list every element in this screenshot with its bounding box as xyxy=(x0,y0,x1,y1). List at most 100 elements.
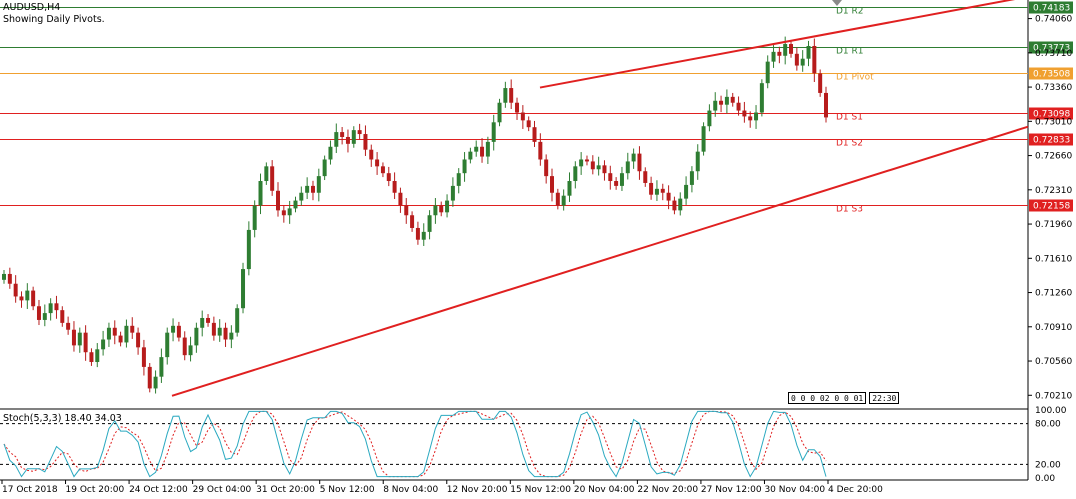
candle-body xyxy=(713,100,718,111)
candle-body xyxy=(415,227,420,240)
time-readout-clock: 22:30 xyxy=(869,392,900,404)
candle-body xyxy=(503,88,508,103)
candle-body xyxy=(19,296,24,301)
candle-body xyxy=(433,205,438,216)
candle-body xyxy=(176,325,181,338)
candle-body xyxy=(165,332,170,358)
candle-body xyxy=(509,88,514,103)
candle-body xyxy=(736,102,741,111)
candle-body xyxy=(71,329,76,346)
candle-body xyxy=(555,192,560,206)
candle-body xyxy=(328,146,333,160)
pivot-price-label: 0.73773 xyxy=(1033,44,1070,54)
stoch-signal-line xyxy=(3,410,827,478)
candle-body xyxy=(742,110,747,117)
candle-body xyxy=(235,308,240,333)
candle-body xyxy=(794,53,799,66)
candle-body xyxy=(42,313,47,320)
candle-body xyxy=(404,205,409,216)
price-tick-label: 0.70910 xyxy=(1035,323,1072,333)
pivot-price-tag xyxy=(1029,199,1073,212)
candle-body xyxy=(322,159,327,177)
scroll-marker-icon[interactable] xyxy=(832,0,842,6)
candle-body xyxy=(124,325,129,343)
pivot-price-tag xyxy=(1029,41,1073,54)
candle-body xyxy=(515,102,520,113)
stoch-tick-label: 80.00 xyxy=(1035,420,1061,430)
price-tick-label: 0.71960 xyxy=(1035,220,1072,230)
candle-body xyxy=(532,127,537,142)
candle-body xyxy=(369,149,374,160)
candle-body xyxy=(7,273,12,284)
time-tick-label: 15 Nov 12:00 xyxy=(510,485,571,495)
candle-body xyxy=(584,159,589,162)
stoch-tick-label: 100.00 xyxy=(1035,406,1067,416)
candle-body xyxy=(491,122,496,142)
candle-body xyxy=(252,205,257,230)
candle-body xyxy=(316,176,321,193)
candle-body xyxy=(520,112,525,121)
pivot-price-tag xyxy=(1029,67,1073,80)
candle-body xyxy=(439,205,444,213)
trendline[interactable] xyxy=(539,0,1028,89)
candle-body xyxy=(345,136,350,144)
pivot-price-tag xyxy=(1029,107,1073,120)
candle-body xyxy=(730,96,735,103)
pivot-label: D1 S3 xyxy=(836,205,863,215)
candle-body xyxy=(188,345,193,356)
candle-body xyxy=(241,269,246,309)
pivot-label: D1 S1 xyxy=(836,113,863,123)
candle-body xyxy=(748,116,753,121)
candle-body xyxy=(579,159,584,167)
candle-body xyxy=(270,166,275,191)
candle-body xyxy=(421,231,426,240)
candle-body xyxy=(771,51,776,62)
candle-body xyxy=(48,303,53,314)
candle-body xyxy=(456,173,461,186)
pivot-price-label: 0.72833 xyxy=(1033,136,1070,146)
candle-body xyxy=(573,166,578,182)
price-tick-label: 0.73710 xyxy=(1035,49,1072,59)
candle-body xyxy=(707,110,712,127)
candle-body xyxy=(217,327,222,336)
candle-body xyxy=(147,366,152,389)
stoch-tick-label: 20.00 xyxy=(1035,460,1061,470)
candle-body xyxy=(497,102,502,123)
candle-body xyxy=(171,325,176,333)
candle-body xyxy=(485,141,490,157)
candle-body xyxy=(480,146,485,157)
time-tick-label: 30 Nov 04:00 xyxy=(764,485,825,495)
candle-body xyxy=(625,161,630,174)
price-tick-label: 0.72310 xyxy=(1035,186,1072,196)
candle-body xyxy=(305,185,310,193)
candle-body xyxy=(200,317,205,328)
candle-body xyxy=(130,325,135,333)
candle-body xyxy=(649,182,654,195)
candle-body xyxy=(340,132,345,137)
pivot-label: D1 Pivot xyxy=(836,73,874,83)
candle-body xyxy=(783,44,788,56)
candle-body xyxy=(567,181,572,196)
candle-body xyxy=(159,357,164,377)
candle-body xyxy=(2,273,6,280)
candle-body xyxy=(229,332,234,340)
candle-body xyxy=(95,349,100,363)
candle-body xyxy=(31,290,36,307)
candle-body xyxy=(654,188,659,195)
candle-body xyxy=(561,195,566,206)
candle-body xyxy=(398,192,403,206)
candle-body xyxy=(386,173,391,182)
trendline[interactable] xyxy=(171,125,1029,397)
candle-body xyxy=(25,290,30,301)
candle-body xyxy=(375,159,380,167)
time-tick-label: 5 Nov 12:00 xyxy=(320,485,375,495)
candle-body xyxy=(812,45,817,74)
time-tick-label: 12 Nov 20:00 xyxy=(447,485,508,495)
candle-body xyxy=(101,339,106,350)
candle-body xyxy=(194,327,199,346)
price-tick-label: 0.74060 xyxy=(1035,15,1072,25)
candle-body xyxy=(596,165,601,170)
candle-body xyxy=(608,173,613,182)
